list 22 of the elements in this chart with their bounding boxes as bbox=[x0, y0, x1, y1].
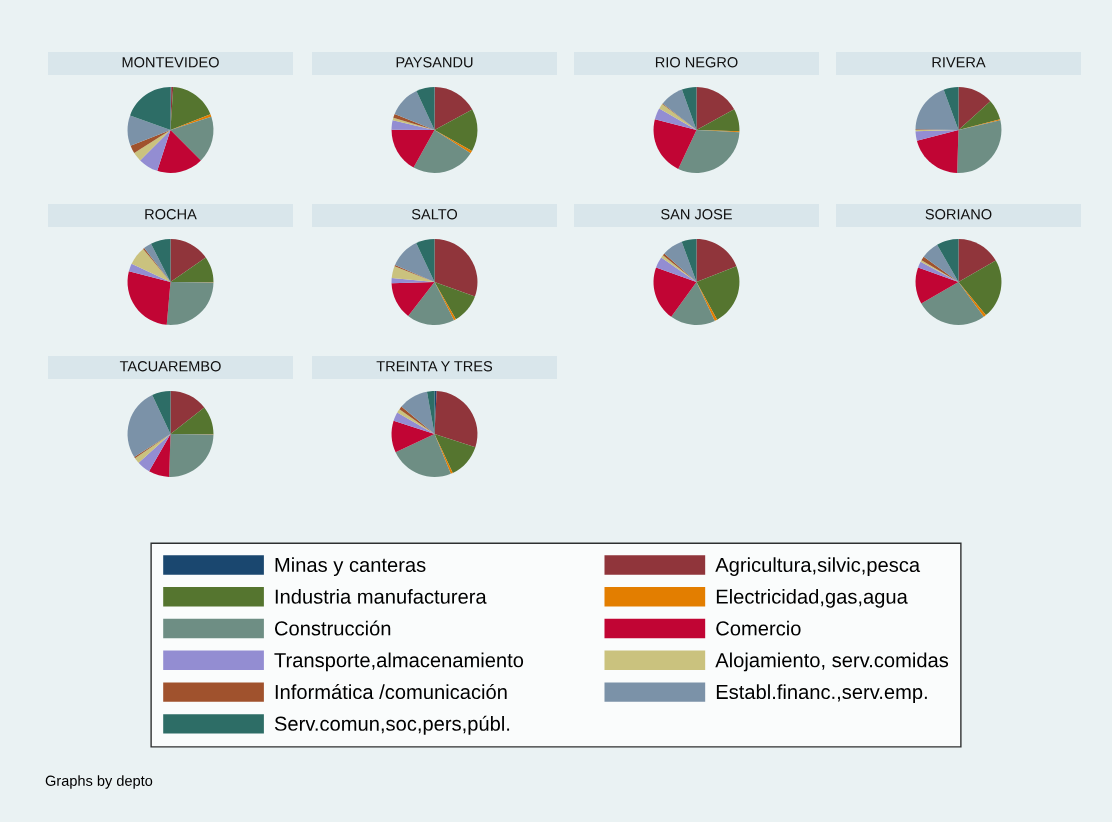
slice-label: SALTO bbox=[411, 209, 458, 220]
legend-label: Agricultura,silvic,pesca bbox=[715, 557, 921, 576]
text: Graphs by depto bbox=[45, 775, 153, 789]
legend-label: Establ.financ.,serv.emp. bbox=[716, 684, 927, 704]
slice-label: SAN JOSE bbox=[661, 209, 732, 220]
slice-label: ROCHA bbox=[145, 209, 197, 220]
legend-label: Transporte,almacenamiento bbox=[274, 652, 524, 672]
slice-label: SORIANO bbox=[925, 209, 992, 220]
legend-label: Electricidad,gas,agua bbox=[716, 589, 908, 608]
slice-label: RIO NEGRO bbox=[655, 57, 738, 68]
slice-label: RIVERA bbox=[932, 57, 986, 68]
slice-label: PAYSANDU bbox=[396, 57, 473, 68]
slice-label: TREINTA Y TRES bbox=[376, 361, 493, 372]
legend-label: Industria manufacturera bbox=[275, 589, 487, 604]
legend-label: Comercio bbox=[716, 620, 801, 636]
legend-label: Serv.comun,soc,pers,públ. bbox=[274, 715, 510, 735]
legend-label: Informática /comunicación bbox=[275, 684, 507, 700]
legend-label: Construcción bbox=[274, 620, 391, 636]
slice-label: MONTEVIDEO bbox=[122, 57, 219, 68]
slice-label: TACUAREMBO bbox=[119, 361, 221, 372]
legend-label: Minas y canteras bbox=[275, 557, 426, 576]
legend-label: Alojamiento, serv.comidas bbox=[715, 652, 949, 672]
